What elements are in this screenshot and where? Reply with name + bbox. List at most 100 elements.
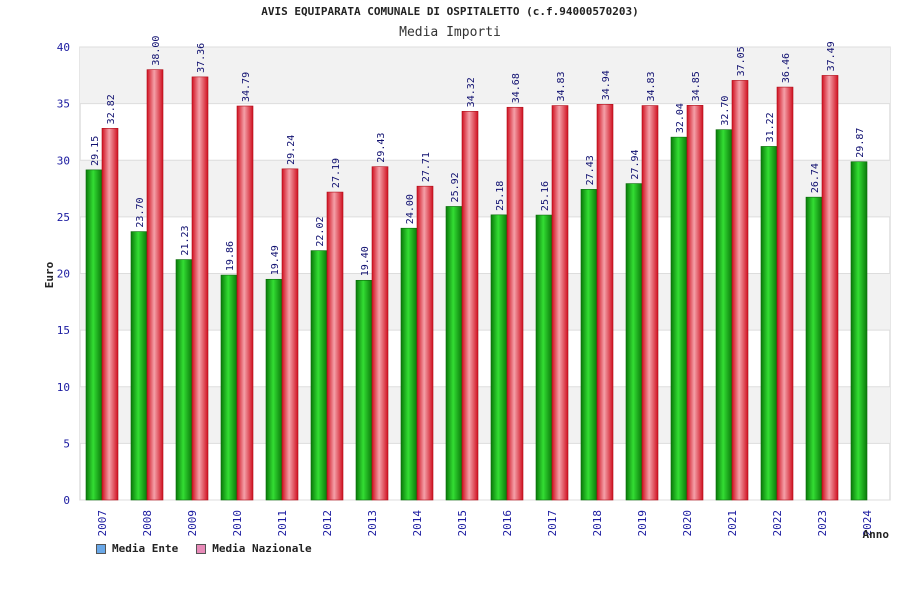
y-axis-label: Euro: [43, 261, 56, 288]
x-tick-label: 2013: [366, 510, 379, 537]
y-tick-label: 15: [57, 324, 70, 337]
value-label-media-ente: 26.74: [810, 163, 821, 193]
value-label-media-nazionale: 34.79: [241, 72, 252, 102]
bar-media-ente: [175, 259, 193, 501]
bar-media-ente: [400, 227, 418, 501]
bar-media-ente: [535, 214, 553, 501]
bar-media-nazionale: [506, 106, 524, 501]
x-tick-label: 2021: [726, 510, 739, 537]
bars: 29.15 32.82 23.70 38.00 21.23 37.36 19.86 34.79…: [85, 36, 868, 501]
bar-media-ente: [715, 129, 733, 501]
value-label-media-ente: 21.23: [180, 225, 191, 255]
x-tick-label: 2012: [321, 510, 334, 537]
y-tick-label: 30: [57, 154, 70, 167]
bar-media-nazionale: [551, 105, 569, 501]
value-label-media-nazionale: 34.32: [466, 77, 477, 107]
value-label-media-ente: 27.43: [585, 155, 596, 185]
value-label-media-ente: 25.18: [495, 181, 506, 211]
value-label-media-nazionale: 34.85: [691, 71, 702, 101]
value-label-media-ente: 22.02: [315, 217, 326, 247]
x-tick-label: 2010: [231, 510, 244, 537]
x-tick-label: 2007: [96, 510, 109, 537]
x-tick-label: 2011: [276, 510, 289, 537]
chart-subtitle: Media Importi: [399, 25, 501, 40]
legend-swatch-ente: [96, 543, 106, 554]
value-label-media-ente: 23.70: [135, 197, 146, 227]
grid-band: [80, 386, 890, 444]
bar-media-nazionale: [326, 191, 344, 501]
bar-media-nazionale: [461, 111, 479, 501]
bar-media-nazionale: [731, 80, 749, 501]
bar-media-nazionale: [416, 185, 434, 501]
x-tick-label: 2024: [861, 510, 874, 537]
value-label-media-nazionale: 37.05: [736, 46, 747, 76]
value-label-media-ente: 32.70: [720, 96, 731, 126]
bar-media-nazionale: [281, 168, 299, 501]
grid-band: [80, 160, 890, 217]
x-tick-label: 2022: [771, 510, 784, 537]
bar-media-ente: [130, 231, 148, 501]
x-tick-label: 2009: [186, 510, 199, 537]
y-axis-ticks: 0 5 10 15 20 25 30 35 40: [57, 41, 70, 507]
value-label-media-ente: 25.16: [540, 181, 551, 211]
y-tick-label: 20: [57, 268, 70, 281]
y-tick-label: 0: [63, 494, 70, 507]
bar-media-nazionale: [146, 69, 164, 501]
legend-item-nazionale: Media Nazionale: [196, 542, 312, 555]
y-tick-label: 35: [57, 98, 70, 111]
value-label-media-nazionale: 37.36: [196, 43, 207, 73]
bar-media-nazionale: [776, 86, 794, 501]
legend-item-ente: Media Ente: [96, 542, 178, 555]
value-label-media-ente: 29.15: [90, 136, 101, 166]
bar-media-nazionale: [191, 76, 209, 501]
bar-media-nazionale: [596, 104, 614, 501]
value-label-media-ente: 29.87: [855, 128, 866, 158]
bar-media-ente: [445, 206, 463, 501]
value-label-media-nazionale: 34.83: [646, 71, 657, 101]
value-label-media-nazionale: 34.94: [601, 70, 612, 100]
value-label-media-nazionale: 36.46: [781, 53, 792, 83]
bar-media-ente: [850, 161, 868, 501]
legend-swatch-nazionale: [196, 543, 207, 554]
bar-media-ente: [220, 274, 238, 501]
x-axis-label: Anno: [863, 528, 890, 541]
chart-title: AVIS EQUIPARATA COMUNALE DI OSPITALETTO …: [261, 5, 639, 18]
x-tick-label: 2023: [816, 510, 829, 537]
value-label-media-nazionale: 34.68: [511, 73, 522, 103]
bar-media-nazionale: [101, 128, 119, 501]
bar-media-ente: [625, 183, 643, 501]
value-label-media-nazionale: 27.19: [331, 158, 342, 188]
value-label-media-nazionale: 37.49: [826, 41, 837, 71]
bar-media-ente: [310, 250, 328, 501]
value-label-media-ente: 25.92: [450, 172, 461, 202]
value-label-media-nazionale: 34.83: [556, 71, 567, 101]
legend: Media Ente Media Nazionale: [96, 542, 312, 555]
x-tick-label: 2008: [141, 510, 154, 537]
x-tick-label: 2016: [501, 510, 514, 537]
value-label-media-ente: 19.49: [270, 245, 281, 275]
bar-media-ente: [805, 196, 823, 501]
bar-media-nazionale: [821, 75, 839, 501]
x-tick-label: 2019: [636, 510, 649, 537]
legend-label-ente: Media Ente: [112, 542, 179, 555]
x-tick-label: 2020: [681, 510, 694, 537]
value-label-media-nazionale: 29.24: [286, 135, 297, 165]
bar-media-ente: [85, 169, 103, 501]
grid-bands: [79, 46, 891, 501]
grid-band: [80, 47, 890, 104]
value-label-media-nazionale: 27.71: [421, 152, 432, 182]
value-label-media-ente: 32.04: [675, 103, 686, 133]
y-tick-label: 25: [57, 211, 70, 224]
bar-media-ente: [760, 146, 778, 501]
value-label-media-ente: 24.00: [405, 194, 416, 224]
value-label-media-ente: 27.94: [630, 149, 641, 179]
y-tick-label: 40: [57, 41, 70, 54]
x-tick-label: 2014: [411, 510, 424, 537]
bar-media-ente: [265, 278, 283, 501]
legend-label-nazionale: Media Nazionale: [212, 542, 312, 555]
value-label-media-nazionale: 29.43: [376, 133, 387, 163]
y-tick-label: 10: [57, 381, 70, 394]
value-label-media-ente: 31.22: [765, 112, 776, 142]
x-axis-ticks: 2007 2008 2009 2010 2011 2012 2013 2014 2015 2016…: [96, 510, 874, 537]
